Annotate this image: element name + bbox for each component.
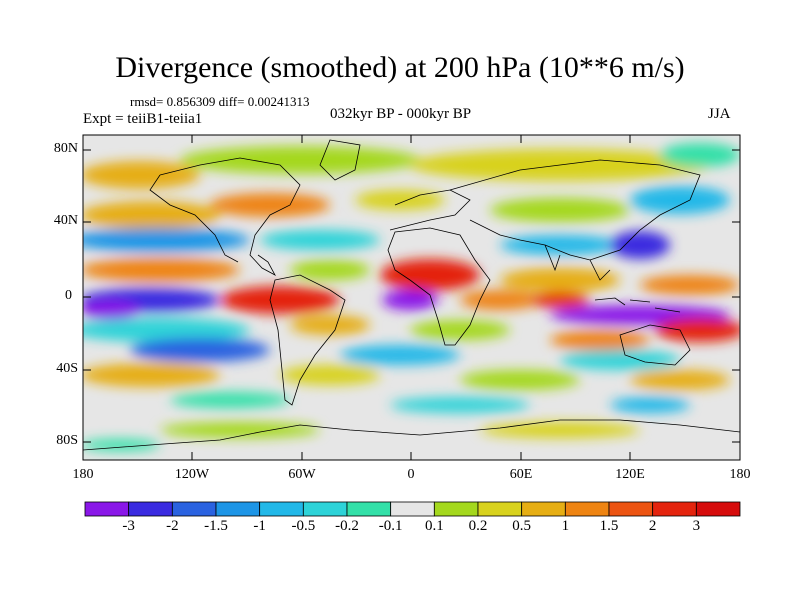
colorbar bbox=[84, 501, 741, 517]
lon-tick-label: 180 bbox=[72, 467, 94, 482]
lon-tick-label: 120E bbox=[615, 467, 645, 482]
colorbar-label: 0.5 bbox=[512, 518, 532, 534]
divergence-field bbox=[83, 139, 740, 451]
colorbar-swatch bbox=[84, 501, 130, 517]
colorbar-swatch bbox=[259, 501, 304, 517]
colorbar-label: -0.2 bbox=[335, 518, 359, 534]
colorbar-swatch bbox=[564, 501, 610, 517]
lon-tick-label: 60W bbox=[288, 467, 316, 482]
period-label: 032kyr BP - 000kyr BP bbox=[330, 106, 472, 122]
colorbar-label: 2 bbox=[648, 518, 657, 534]
lat-tick-label: 40N bbox=[53, 213, 78, 228]
lat-ticks bbox=[83, 149, 740, 443]
colorbar-swatch bbox=[390, 501, 435, 517]
lat-tick-label: 0 bbox=[65, 288, 72, 303]
colorbar-swatch bbox=[302, 501, 348, 517]
rmsd-diff-stats: rmsd= 0.856309 diff= 0.00241313 bbox=[130, 94, 310, 109]
colorbar-swatch bbox=[215, 501, 261, 517]
colorbar-label: 1 bbox=[561, 518, 570, 534]
colorbar-label: -3 bbox=[122, 518, 135, 534]
experiment-label: Expt = teiiB1-teiia1 bbox=[83, 111, 203, 127]
colorbar-label: -1.5 bbox=[204, 518, 228, 534]
colorbar-label: -2 bbox=[166, 518, 179, 534]
lon-tick-label: 180 bbox=[729, 467, 751, 482]
colorbar-label: -0.1 bbox=[378, 518, 403, 534]
colorbar-label: 0.2 bbox=[468, 518, 488, 534]
map-panel bbox=[82, 134, 741, 461]
colorbar-label: 3 bbox=[692, 518, 701, 534]
colorbar-swatch bbox=[521, 501, 566, 517]
lon-ticks bbox=[191, 135, 631, 460]
colorbar-label: 0.1 bbox=[424, 518, 444, 534]
lon-tick-label: 60E bbox=[509, 467, 533, 482]
figure-title: Divergence (smoothed) at 200 hPa (10**6 … bbox=[115, 51, 685, 84]
coastlines bbox=[83, 139, 740, 451]
lon-tick-label: 120W bbox=[174, 467, 210, 482]
colorbar-label: 1.5 bbox=[599, 518, 619, 534]
colorbar-label: -0.5 bbox=[291, 518, 316, 534]
colorbar-swatch bbox=[128, 501, 173, 517]
season-label: JJA bbox=[708, 106, 731, 122]
lat-tick-label: 80S bbox=[56, 433, 78, 448]
colorbar-swatch bbox=[346, 501, 392, 517]
lat-tick-label: 40S bbox=[56, 361, 78, 376]
lat-tick-label: 80N bbox=[53, 141, 78, 156]
colorbar-swatch bbox=[477, 501, 523, 517]
colorbar-swatch bbox=[171, 501, 217, 517]
colorbar-swatch bbox=[433, 501, 479, 517]
colorbar-swatch bbox=[695, 501, 741, 517]
colorbar-swatch bbox=[608, 501, 654, 517]
colorbar-label: -1 bbox=[253, 518, 266, 534]
colorbar-swatch bbox=[652, 501, 697, 517]
lon-tick-label: 0 bbox=[407, 467, 415, 482]
